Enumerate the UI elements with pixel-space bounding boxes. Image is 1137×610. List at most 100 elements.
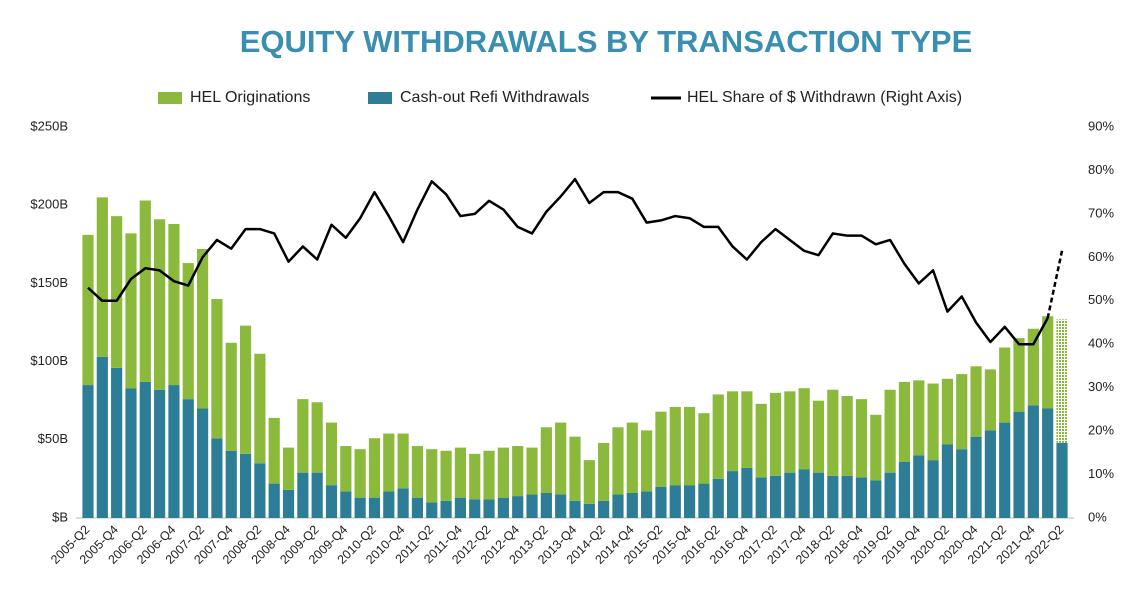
bar xyxy=(956,374,968,450)
bar xyxy=(182,399,194,518)
bar xyxy=(483,450,495,500)
bar xyxy=(1056,319,1068,443)
bar xyxy=(297,472,309,518)
bar xyxy=(755,403,767,478)
bar xyxy=(784,472,796,518)
bar xyxy=(268,417,280,484)
bar xyxy=(282,447,295,490)
bar xyxy=(354,449,366,498)
y2-tick-label: 30% xyxy=(1088,379,1114,394)
y2-tick-label: 50% xyxy=(1088,292,1114,307)
bar xyxy=(726,471,739,518)
bar xyxy=(569,500,581,518)
bar xyxy=(641,430,653,492)
legend-label: HEL Originations xyxy=(190,89,310,106)
bar xyxy=(96,356,108,518)
bar xyxy=(655,486,667,518)
bar xyxy=(999,347,1011,423)
bar xyxy=(1027,405,1039,518)
bar xyxy=(540,427,552,493)
bar xyxy=(626,492,638,518)
bar xyxy=(154,389,166,518)
bar xyxy=(440,500,452,518)
bar xyxy=(354,497,366,518)
bar xyxy=(598,442,610,501)
bar xyxy=(368,497,381,518)
bar xyxy=(669,406,681,486)
bar xyxy=(211,299,223,439)
bar xyxy=(325,422,338,486)
bar xyxy=(526,447,538,495)
y2-tick-label: 10% xyxy=(1088,466,1114,481)
bar xyxy=(583,460,595,504)
bar xyxy=(397,488,409,518)
bar xyxy=(612,494,624,518)
bar xyxy=(254,463,266,518)
bar xyxy=(555,422,567,495)
bar xyxy=(111,216,123,368)
bar xyxy=(125,233,137,389)
bar xyxy=(497,497,509,518)
bar xyxy=(340,491,352,518)
bar xyxy=(870,480,882,518)
bar xyxy=(812,472,825,518)
bar xyxy=(769,392,782,476)
bar xyxy=(225,342,237,451)
bar xyxy=(984,369,996,431)
bar xyxy=(411,446,424,498)
bar xyxy=(927,383,939,461)
bar xyxy=(769,475,782,518)
bar xyxy=(239,325,252,454)
bar xyxy=(426,502,438,518)
bar xyxy=(154,219,166,390)
bar xyxy=(483,499,495,518)
bar xyxy=(469,453,481,500)
bar xyxy=(96,197,108,357)
bar xyxy=(297,399,309,473)
bar xyxy=(82,385,94,518)
bar xyxy=(197,248,209,409)
bar xyxy=(368,438,381,498)
bar xyxy=(798,469,810,518)
bar xyxy=(655,411,667,487)
bar xyxy=(197,408,209,518)
bar xyxy=(970,436,982,518)
bar xyxy=(454,497,466,518)
bar xyxy=(268,483,280,518)
bar xyxy=(927,460,939,518)
bar xyxy=(182,263,194,400)
y2-tick-label: 40% xyxy=(1088,336,1114,351)
bar xyxy=(1042,316,1054,409)
legend-label: HEL Share of $ Withdrawn (Right Axis) xyxy=(687,89,962,106)
y-tick-label: $250B xyxy=(30,118,68,133)
bar xyxy=(469,499,481,518)
bar xyxy=(125,388,137,518)
bar xyxy=(827,475,839,518)
bar xyxy=(741,467,753,518)
bar xyxy=(612,427,624,495)
bar xyxy=(211,438,223,518)
bar xyxy=(812,400,825,473)
bar xyxy=(641,491,653,518)
bar xyxy=(598,500,610,518)
bar xyxy=(325,485,338,518)
bar xyxy=(139,200,151,382)
bar xyxy=(970,366,982,437)
bar xyxy=(941,378,953,445)
bar xyxy=(755,477,767,518)
bar xyxy=(1013,411,1025,518)
bar xyxy=(855,399,868,478)
bar xyxy=(497,447,509,498)
y-tick-label: $50B xyxy=(38,431,68,446)
bar xyxy=(884,389,896,473)
bar xyxy=(1056,442,1068,518)
bar xyxy=(941,444,953,518)
bar xyxy=(913,455,925,518)
bar xyxy=(82,234,94,386)
bar xyxy=(340,446,352,492)
y-tick-label: $100B xyxy=(30,353,68,368)
bar xyxy=(870,414,882,481)
bar xyxy=(855,477,868,518)
legend-swatch xyxy=(368,92,392,104)
